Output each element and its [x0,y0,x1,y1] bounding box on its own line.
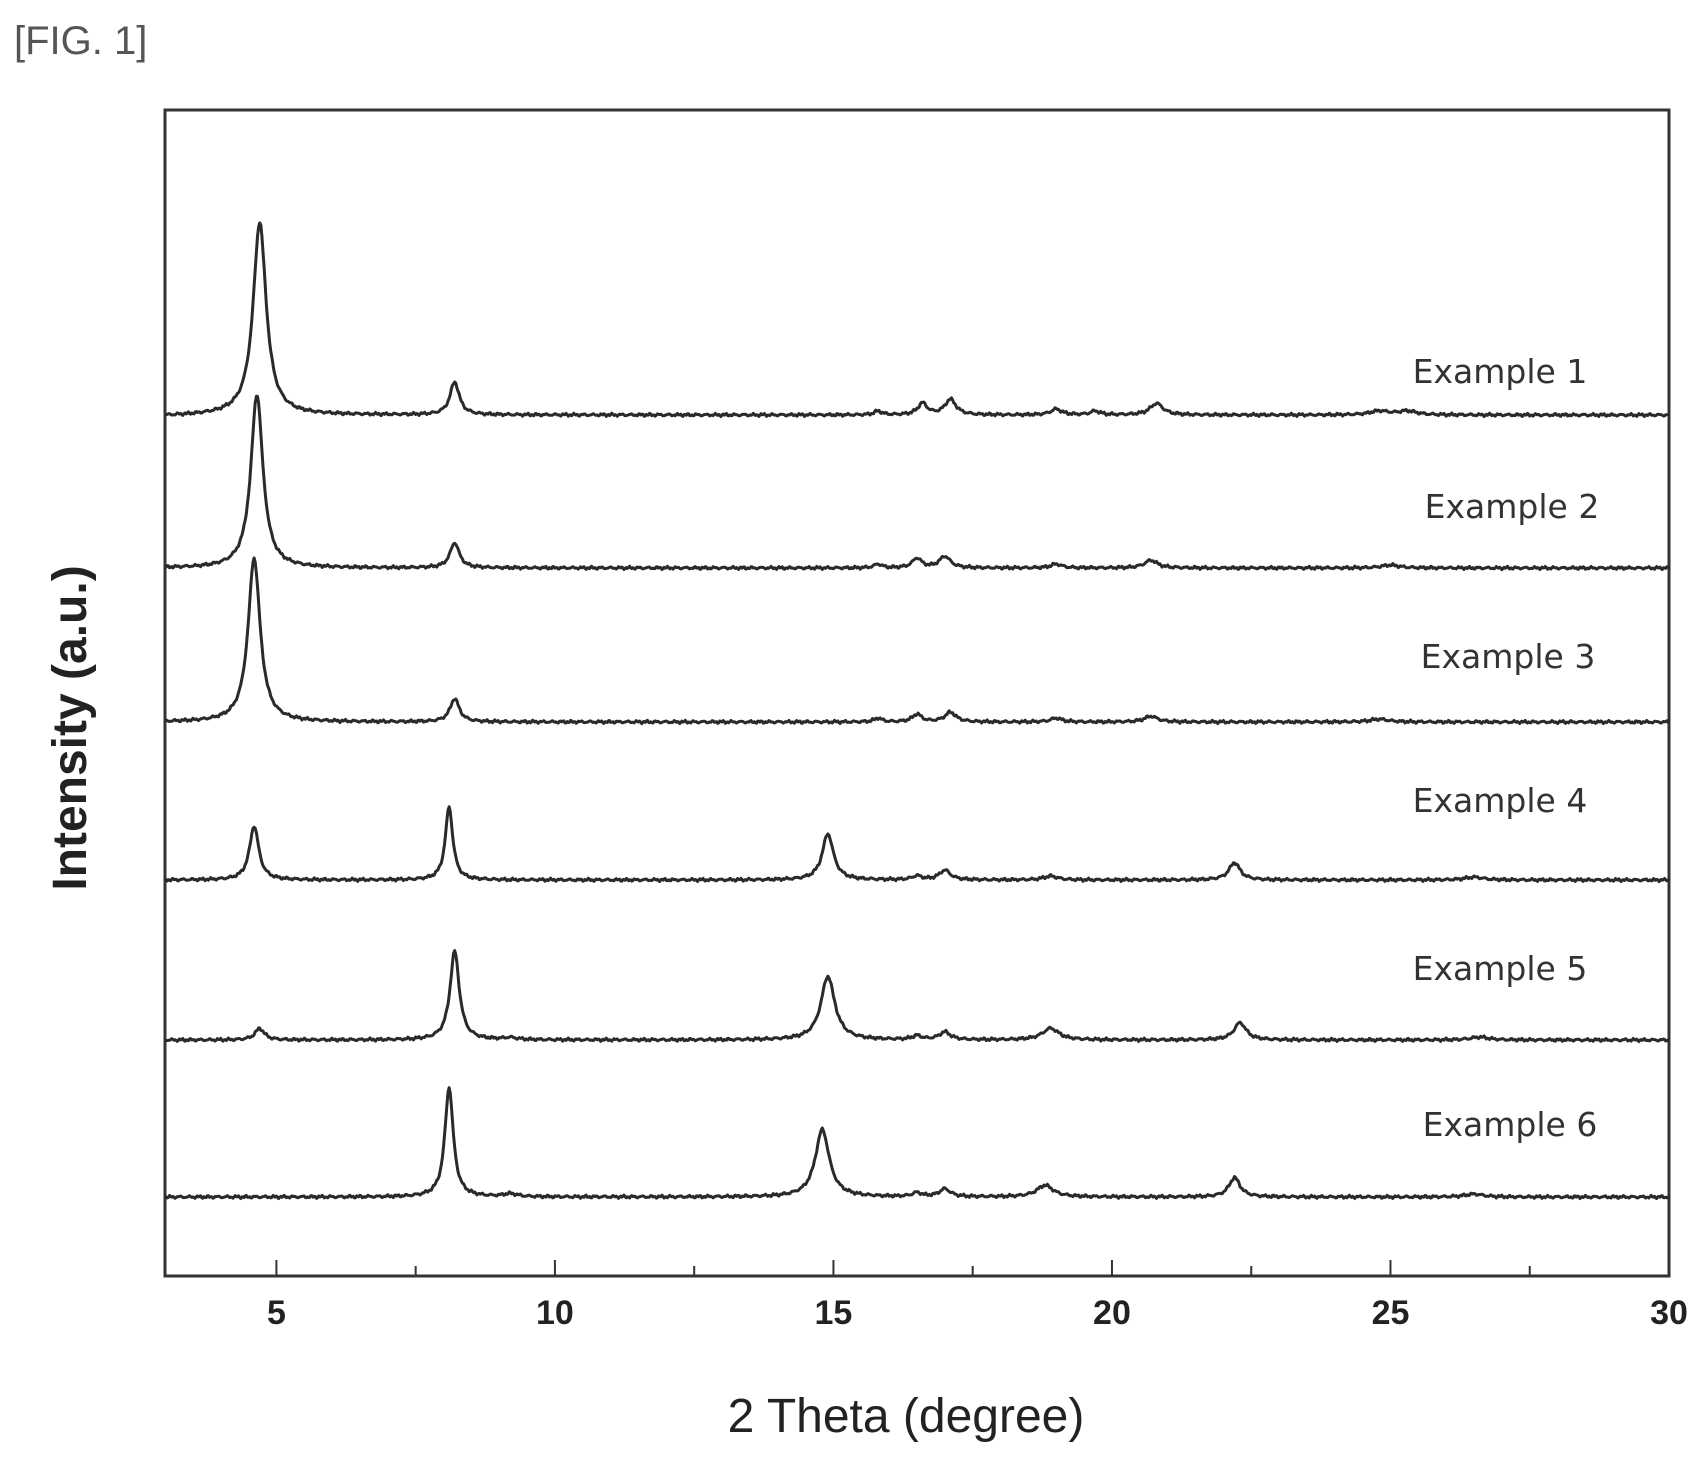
series-line-5 [164,949,1670,1044]
series-line-4 [163,805,1670,884]
series-line-1 [164,221,1671,419]
x-axis-ticks [275,1260,1670,1276]
x-axis-title: 2 Theta (degree) [728,1390,1085,1443]
y-axis-title: Intensity (a.u.) [44,565,97,890]
x-tick-label: 10 [536,1294,574,1332]
series-label-5: Example 5 [1413,949,1588,988]
series-traces [163,221,1671,1201]
x-tick-label: 30 [1650,1294,1688,1332]
series-line-6 [164,1086,1671,1201]
series-label-2: Example 2 [1425,487,1600,526]
plot-frame [163,108,1671,1278]
x-tick-label: 25 [1372,1294,1410,1332]
series-line-3 [164,556,1670,726]
x-tick-label: 20 [1093,1294,1131,1332]
series-label-4: Example 4 [1413,781,1588,820]
series-label-6: Example 6 [1423,1105,1598,1144]
series-label-3: Example 3 [1421,637,1596,676]
series-labels: Example 1 Example 2 Example 3 Example 4 Exam… [1413,352,1600,1144]
figure-label: [FIG. 1] [14,19,147,63]
series-line-2 [164,394,1671,572]
x-tick-label: 5 [267,1294,286,1332]
series-label-1: Example 1 [1413,352,1588,391]
x-tick-label: 15 [815,1294,853,1332]
x-axis-tick-labels: 5 10 15 20 25 30 [267,1294,1688,1332]
